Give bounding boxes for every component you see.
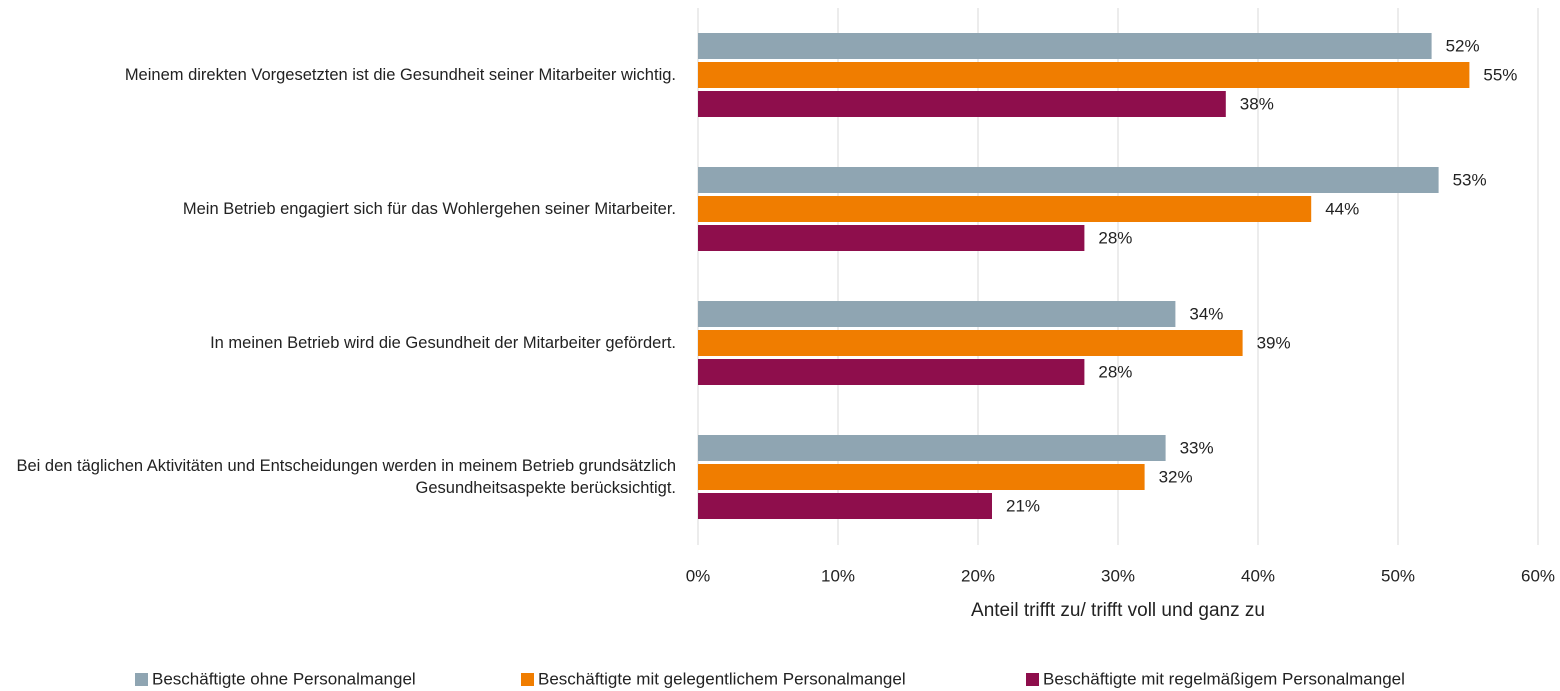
legend-label: Beschäftigte ohne Personalmangel <box>152 669 416 688</box>
value-label: 32% <box>1159 467 1193 486</box>
value-label: 28% <box>1098 362 1132 381</box>
value-label: 52% <box>1446 36 1480 55</box>
value-label: 33% <box>1180 438 1214 457</box>
bar <box>698 167 1439 193</box>
x-tick-label: 50% <box>1381 566 1415 585</box>
value-label: 39% <box>1257 333 1291 352</box>
bar <box>698 196 1312 222</box>
x-tick-label: 40% <box>1241 566 1275 585</box>
value-label: 55% <box>1483 65 1517 84</box>
bar <box>698 301 1176 327</box>
y-tick-label: Bei den täglichen Aktivitäten und Entsch… <box>16 457 677 497</box>
legend-swatch <box>135 673 148 686</box>
value-label: 44% <box>1325 199 1359 218</box>
bar <box>698 62 1470 88</box>
legend-swatch <box>521 673 534 686</box>
x-axis-title: Anteil trifft zu/ trifft voll und ganz z… <box>971 600 1265 621</box>
bar <box>698 330 1243 356</box>
x-tick-label: 10% <box>821 566 855 585</box>
value-label: 21% <box>1006 496 1040 515</box>
bar <box>698 493 992 519</box>
legend-label: Beschäftigte mit gelegentlichem Personal… <box>538 669 906 688</box>
bar <box>698 359 1085 385</box>
x-tick-label: 30% <box>1101 566 1135 585</box>
y-tick-label: Meinem direkten Vorgesetzten ist die Ges… <box>124 66 676 84</box>
legend-label: Beschäftigte mit regelmäßigem Personalma… <box>1043 669 1405 688</box>
legend-swatch <box>1026 673 1039 686</box>
value-label: 34% <box>1189 304 1223 323</box>
x-tick-label: 20% <box>961 566 995 585</box>
value-label: 38% <box>1240 94 1274 113</box>
y-tick-label: In meinen Betrieb wird die Gesundheit de… <box>210 334 676 352</box>
y-tick-label: Mein Betrieb engagiert sich für das Wohl… <box>182 200 676 218</box>
bar <box>698 33 1432 59</box>
bar <box>698 435 1166 461</box>
bar <box>698 464 1145 490</box>
x-tick-label: 60% <box>1521 566 1555 585</box>
x-tick-label: 0% <box>686 566 711 585</box>
bar <box>698 91 1226 117</box>
value-label: 53% <box>1453 170 1487 189</box>
bar <box>698 225 1085 251</box>
value-label: 28% <box>1098 228 1132 247</box>
